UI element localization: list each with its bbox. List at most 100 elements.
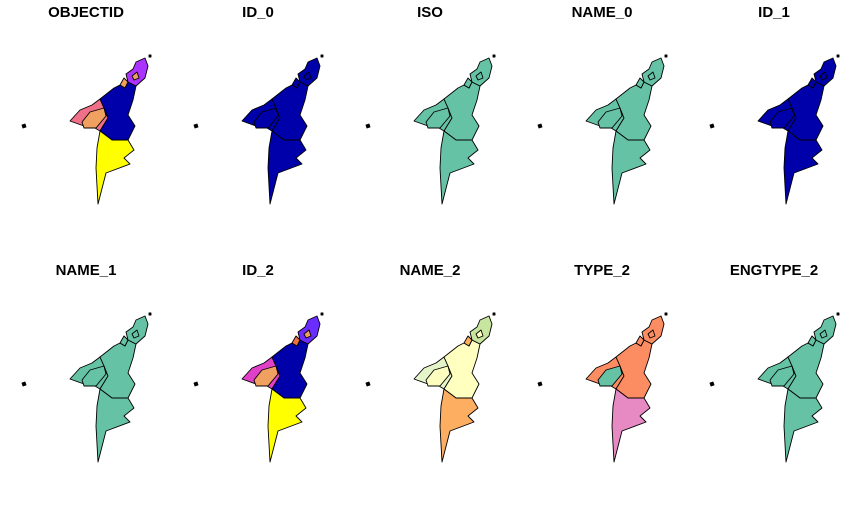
region-nub <box>463 77 473 89</box>
region-nub <box>635 77 645 89</box>
region-islet <box>819 71 828 81</box>
northern-islet <box>492 54 496 58</box>
region-inner <box>769 107 795 129</box>
map-panel: ENGTYPE_2 <box>688 258 860 516</box>
map-panel: NAME_1 <box>0 258 172 516</box>
region-nub <box>635 335 645 347</box>
northern-islet <box>836 54 840 58</box>
choropleth-map <box>709 312 840 463</box>
region-islet <box>303 71 312 81</box>
map-panel: ID_1 <box>688 0 860 258</box>
region-south <box>267 388 307 463</box>
northern-islet <box>492 312 496 316</box>
region-islet <box>819 329 828 339</box>
choropleth-map <box>537 312 668 463</box>
outlying-island <box>21 381 27 387</box>
choropleth-map <box>21 54 152 205</box>
region-south <box>95 388 135 463</box>
choropleth-map <box>365 312 496 463</box>
region-inner <box>253 107 279 129</box>
region-center <box>615 81 653 141</box>
panel-title: ID_0 <box>242 4 274 21</box>
map-panel: NAME_2 <box>344 258 516 516</box>
region-south <box>95 130 135 205</box>
region-south <box>611 130 651 205</box>
region-islet <box>475 329 484 339</box>
map-panel: OBJECTID <box>0 0 172 258</box>
map-panel: NAME_0 <box>516 0 688 258</box>
region-south <box>783 130 823 205</box>
northern-islet <box>320 54 324 58</box>
map-panel: ID_0 <box>172 0 344 258</box>
outlying-island <box>365 123 371 129</box>
region-center <box>787 339 825 399</box>
region-nub <box>291 335 301 347</box>
outlying-island <box>193 123 199 129</box>
panel-title: ID_1 <box>758 4 790 21</box>
panel-title: TYPE_2 <box>574 262 630 279</box>
region-islet <box>303 329 312 339</box>
region-nub <box>119 77 129 89</box>
region-islet <box>647 329 656 339</box>
choropleth-map <box>365 54 496 205</box>
region-inner <box>769 365 795 387</box>
outlying-island <box>537 123 543 129</box>
northern-islet <box>664 54 668 58</box>
map-panel: TYPE_2 <box>516 258 688 516</box>
region-center <box>615 339 653 399</box>
region-nub <box>291 77 301 89</box>
region-inner <box>81 107 107 129</box>
region-inner <box>253 365 279 387</box>
northern-islet <box>836 312 840 316</box>
region-center <box>99 81 137 141</box>
region-islet <box>475 71 484 81</box>
outlying-island <box>537 381 543 387</box>
panel-title: NAME_2 <box>399 262 461 279</box>
map-panel: ID_2 <box>172 258 344 516</box>
region-nub <box>119 335 129 347</box>
region-inner <box>597 365 623 387</box>
region-center <box>99 339 137 399</box>
choropleth-map <box>21 312 152 463</box>
region-center <box>443 339 481 399</box>
region-islet <box>647 71 656 81</box>
panel-title: NAME_0 <box>571 4 633 21</box>
northern-islet <box>148 312 152 316</box>
region-nub <box>807 335 817 347</box>
choropleth-map <box>537 54 668 205</box>
region-south <box>439 130 479 205</box>
choropleth-map <box>193 312 324 463</box>
panel-title: NAME_1 <box>55 262 117 279</box>
region-inner <box>425 365 451 387</box>
region-south <box>267 130 307 205</box>
outlying-island <box>21 123 27 129</box>
region-south <box>611 388 651 463</box>
region-nub <box>807 77 817 89</box>
northern-islet <box>664 312 668 316</box>
map-panel: ISO <box>344 0 516 258</box>
region-islet <box>131 329 140 339</box>
panel-title: ID_2 <box>242 262 274 279</box>
northern-islet <box>148 54 152 58</box>
northern-islet <box>320 312 324 316</box>
panel-title: ISO <box>417 4 443 21</box>
region-nub <box>463 335 473 347</box>
outlying-island <box>365 381 371 387</box>
panel-title: ENGTYPE_2 <box>729 262 819 279</box>
choropleth-map <box>709 54 840 205</box>
region-center <box>271 339 309 399</box>
region-islet <box>131 71 140 81</box>
region-south <box>439 388 479 463</box>
region-center <box>443 81 481 141</box>
region-center <box>271 81 309 141</box>
region-inner <box>81 365 107 387</box>
outlying-island <box>193 381 199 387</box>
outlying-island <box>709 381 715 387</box>
outlying-island <box>709 123 715 129</box>
region-center <box>787 81 825 141</box>
region-inner <box>425 107 451 129</box>
region-inner <box>597 107 623 129</box>
panel-title: OBJECTID <box>48 4 124 21</box>
choropleth-map <box>193 54 324 205</box>
region-south <box>783 388 823 463</box>
